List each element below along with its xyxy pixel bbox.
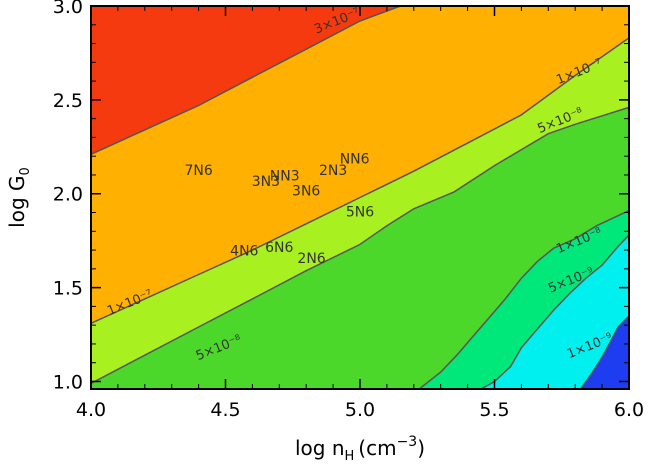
x-axis-label: log nH (cm−3) — [295, 434, 425, 464]
axis-ticks: 4.0 4.5 5.0 5.5 6.0 1.0 1.5 2.0 2.5 3.0 — [53, 0, 644, 421]
model-label: NN3 — [270, 169, 300, 185]
y-tick-label: 2.5 — [53, 90, 83, 112]
y-tick-label: 1.5 — [53, 278, 83, 300]
model-label: 2N3 — [319, 163, 347, 179]
x-tick-label: 6.0 — [614, 399, 644, 421]
x-tick-label: 5.0 — [345, 399, 375, 421]
model-label: 4N6 — [230, 244, 258, 260]
x-tick-label: 5.5 — [479, 399, 509, 421]
contour-line — [579, 315, 630, 390]
x-tick-label: 4.5 — [210, 399, 240, 421]
contour-lines — [90, 5, 630, 390]
model-label: 6N6 — [265, 240, 293, 256]
y-tick-label: 3.0 — [53, 0, 83, 18]
model-label: 7N6 — [184, 163, 212, 179]
model-label: 5N6 — [346, 204, 374, 220]
contour-line — [418, 209, 630, 390]
model-label: 3N6 — [292, 184, 320, 200]
y-tick-label: 1.0 — [53, 371, 83, 393]
contour-line — [90, 37, 630, 324]
model-label: NN6 — [340, 152, 370, 168]
contour-line — [90, 106, 630, 385]
contour-line — [90, 5, 401, 155]
y-tick-label: 2.0 — [53, 184, 83, 206]
model-label: 2N6 — [297, 251, 325, 267]
model-label: 3N3 — [252, 174, 280, 190]
contour-line — [480, 234, 630, 390]
y-axis-label: log G0 — [5, 167, 33, 228]
x-tick-label: 4.0 — [76, 399, 106, 421]
